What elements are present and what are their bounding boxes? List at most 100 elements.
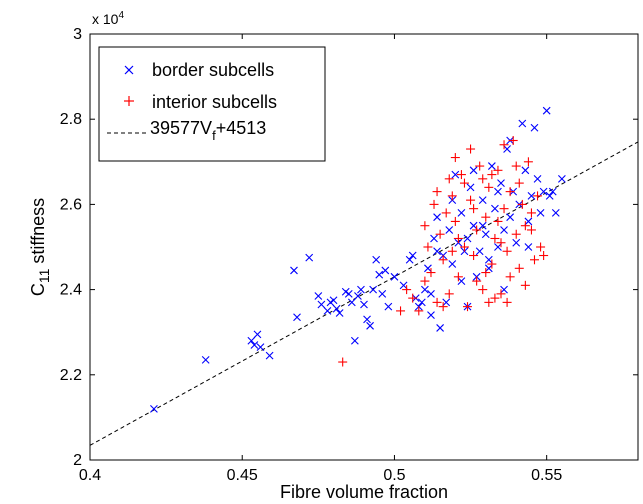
border-point — [317, 300, 326, 309]
interior-point — [533, 191, 543, 201]
interior-point — [459, 242, 469, 252]
x-axis-label: Fibre volume fraction — [280, 482, 448, 502]
border-point — [250, 341, 259, 349]
interior-point — [423, 242, 433, 252]
interior-point — [484, 182, 494, 192]
border-point — [332, 304, 341, 313]
interior-point — [420, 276, 430, 286]
interior-point — [496, 289, 506, 299]
interior-point — [469, 251, 479, 261]
border-point — [469, 166, 478, 175]
border-point — [503, 145, 511, 153]
border-point — [463, 234, 472, 243]
border-point — [323, 307, 332, 315]
border-point — [506, 213, 515, 222]
border-point — [201, 356, 210, 364]
y-tick-label: 2.4 — [60, 282, 82, 299]
interior-point — [481, 212, 491, 222]
border-point — [253, 330, 262, 339]
interior-point — [529, 255, 539, 265]
interior-point — [514, 178, 524, 188]
border-point — [335, 309, 344, 317]
border-point — [256, 343, 265, 351]
interior-point — [447, 246, 457, 256]
interior-point — [438, 255, 448, 265]
border-point — [484, 255, 493, 264]
border-point — [436, 324, 445, 332]
border-point — [247, 336, 256, 345]
y-axis-label: C11 stiffness — [28, 198, 52, 296]
border-point — [420, 285, 429, 294]
interior-point — [459, 178, 469, 188]
border-point — [497, 179, 505, 187]
interior-point — [520, 221, 530, 231]
border-point — [457, 277, 466, 285]
border-point — [290, 266, 298, 275]
interior-point — [435, 229, 445, 239]
x-tick-label: 0.45 — [227, 467, 258, 484]
border-point — [378, 289, 387, 298]
interior-point — [396, 306, 406, 316]
legend: border subcells interior subcells 39577V… — [98, 46, 326, 162]
border-point — [448, 260, 457, 268]
interior-point — [420, 221, 430, 231]
border-point — [491, 204, 499, 213]
interior-point — [511, 229, 521, 239]
interior-point — [539, 251, 549, 261]
interior-point — [447, 191, 457, 201]
border-point — [527, 191, 536, 200]
border-point — [530, 123, 539, 132]
interior-point — [484, 297, 494, 307]
border-point — [548, 187, 557, 196]
interior-point — [472, 276, 482, 286]
border-point — [329, 296, 338, 305]
interior-point — [526, 208, 536, 218]
border-point — [430, 234, 438, 243]
interior-point — [493, 216, 503, 226]
border-point — [539, 187, 548, 196]
y-axis: 2 2.2 2.4 2.6 2.8 3 — [60, 26, 638, 469]
x-tick-label: 0.4 — [79, 467, 101, 484]
interior-point — [490, 293, 500, 303]
border-point — [457, 209, 466, 217]
border-point — [399, 281, 408, 290]
interior-point — [505, 272, 515, 282]
interior-point — [438, 302, 448, 312]
interior-point — [444, 174, 454, 184]
interior-point — [514, 263, 524, 273]
x-axis: 0.4 0.45 0.5 0.55 — [79, 34, 562, 484]
interior-point — [475, 161, 485, 171]
interior-point — [466, 195, 476, 205]
border-point — [384, 302, 393, 311]
border-point — [433, 247, 441, 256]
border-point — [433, 213, 441, 222]
border-point — [536, 209, 545, 217]
border-point — [533, 174, 542, 183]
border-point — [366, 321, 374, 330]
border-point — [442, 298, 451, 307]
points-layer — [150, 106, 566, 413]
interior-point — [508, 136, 518, 145]
y-tick-label: 2 — [73, 452, 82, 469]
border-point — [478, 196, 487, 205]
border-point — [484, 264, 493, 273]
y-tick-label: 3 — [73, 26, 82, 43]
interior-point — [463, 302, 473, 312]
interior-point — [499, 140, 509, 150]
border-point — [427, 289, 435, 298]
border-point — [512, 238, 521, 247]
border-point — [314, 292, 323, 300]
border-point — [381, 266, 390, 275]
border-point — [524, 243, 533, 251]
border-point — [551, 209, 560, 217]
border-point — [369, 285, 378, 294]
interior-point — [441, 208, 451, 218]
interior-point — [469, 204, 479, 214]
border-point — [521, 166, 530, 175]
border-point — [475, 247, 484, 256]
interior-point — [450, 153, 460, 163]
border-point — [466, 183, 475, 192]
interior-point — [536, 242, 546, 252]
border-point — [494, 243, 502, 251]
interior-point — [520, 280, 530, 290]
